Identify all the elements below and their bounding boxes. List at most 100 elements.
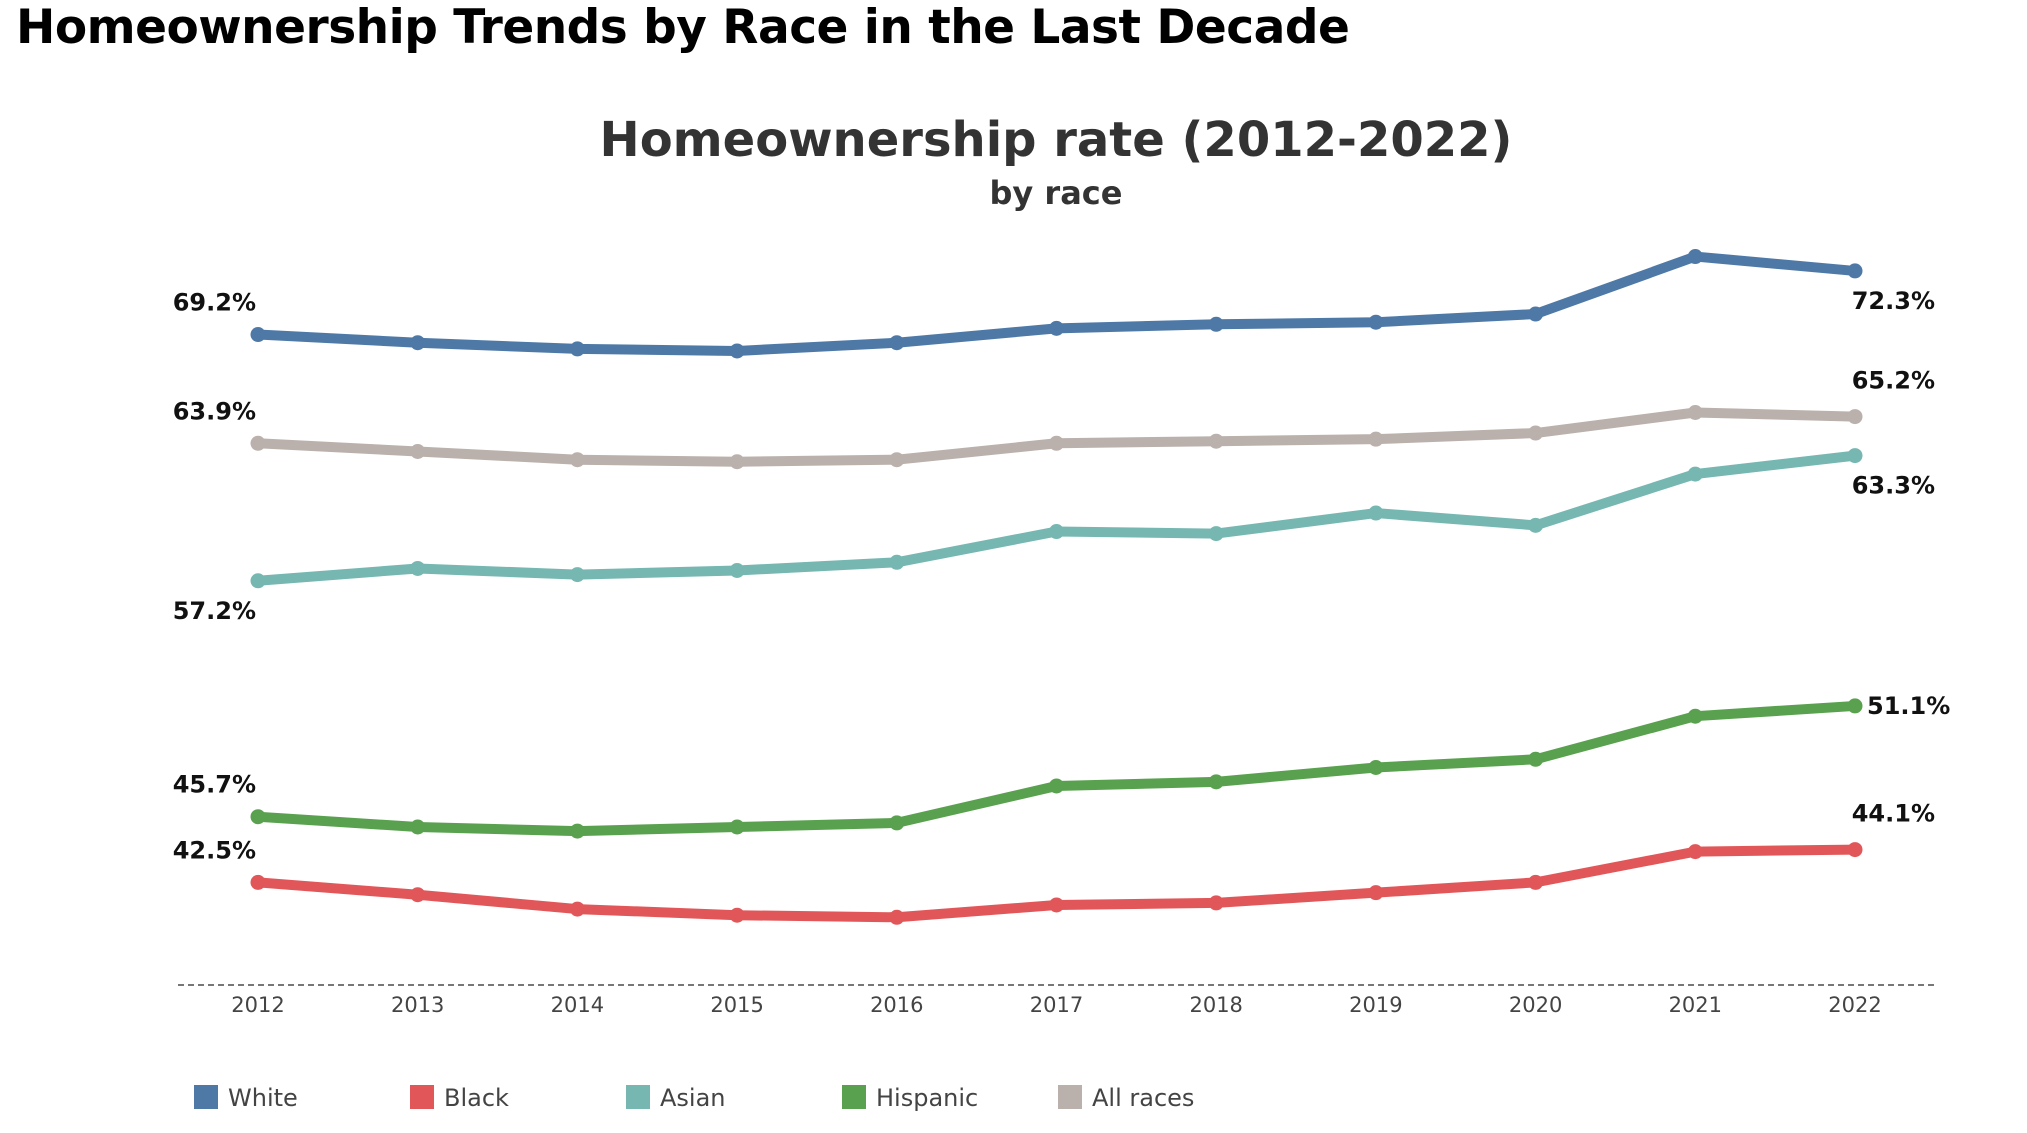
data-label-hispanic-2022: 51.1% <box>1867 692 1950 720</box>
data-point-black-2012 <box>250 874 266 890</box>
data-point-all-races-2020 <box>1528 425 1544 441</box>
series-hispanic <box>250 698 1863 839</box>
data-point-asian-2017 <box>1049 524 1064 540</box>
data-point-black-2017 <box>1049 897 1064 913</box>
legend-swatch-white <box>194 1085 218 1109</box>
data-point-asian-2019 <box>1368 505 1384 521</box>
x-tick-label-2020: 2020 <box>1509 993 1562 1017</box>
data-point-black-2015 <box>729 907 745 923</box>
data-point-all-races-2021 <box>1687 405 1703 421</box>
data-point-black-2021 <box>1687 844 1703 860</box>
legend-swatch-black <box>410 1085 434 1109</box>
data-point-hispanic-2016 <box>889 815 905 831</box>
data-point-hispanic-2015 <box>729 819 745 835</box>
data-point-hispanic-2021 <box>1687 708 1703 724</box>
data-point-white-2022 <box>1847 263 1863 279</box>
data-point-asian-2016 <box>889 554 905 570</box>
data-point-asian-2015 <box>729 563 745 579</box>
legend-label-hispanic: Hispanic <box>876 1084 978 1112</box>
legend-label-asian: Asian <box>660 1084 726 1112</box>
data-point-asian-2013 <box>410 560 426 576</box>
data-label-white-2022: 72.3% <box>1852 287 1935 315</box>
data-point-black-2022 <box>1847 842 1863 858</box>
data-point-white-2018 <box>1208 316 1224 332</box>
x-tick-label-2022: 2022 <box>1828 993 1881 1017</box>
data-label-all-races-2022: 65.2% <box>1852 367 1935 395</box>
legend-item-black: Black <box>410 1084 509 1112</box>
page-title: Homeownership Trends by Race in the Last… <box>16 0 1350 55</box>
legend-swatch-asian <box>626 1085 650 1109</box>
legend-label-white: White <box>228 1084 298 1112</box>
legend-item-asian: Asian <box>626 1084 726 1112</box>
chart-title: Homeownership rate (2012-2022) <box>600 112 1513 168</box>
data-point-asian-2018 <box>1208 526 1224 542</box>
data-point-asian-2022 <box>1847 448 1863 464</box>
data-point-hispanic-2012 <box>250 809 266 825</box>
legend: White Black Asian Hispanic All races <box>194 1084 1194 1112</box>
series-line-white <box>253 251 1860 356</box>
data-point-asian-2020 <box>1528 517 1544 533</box>
data-point-white-2021 <box>1687 249 1703 265</box>
data-point-asian-2014 <box>569 567 585 583</box>
legend-item-all-races: All races <box>1058 1084 1194 1112</box>
data-point-all-races-2016 <box>889 452 905 468</box>
data-point-all-races-2015 <box>729 454 745 470</box>
data-label-hispanic-2012: 45.7% <box>173 771 256 799</box>
x-tick-label-2015: 2015 <box>710 993 763 1017</box>
data-point-hispanic-2020 <box>1528 751 1544 767</box>
x-tick-label-2013: 2013 <box>391 993 444 1017</box>
data-label-layer: 69.2% 72.3% 42.5% 44.1% 57.2% 63.3% 45.7% 51.1%… <box>173 287 1951 864</box>
series-line-asian <box>253 450 1860 586</box>
data-point-white-2014 <box>569 341 585 357</box>
data-point-hispanic-2014 <box>569 823 585 839</box>
data-point-black-2018 <box>1208 895 1224 911</box>
series-layer <box>250 249 1863 925</box>
series-all-races <box>250 405 1863 470</box>
data-point-white-2016 <box>889 335 905 351</box>
x-tick-label-2016: 2016 <box>870 993 923 1017</box>
data-label-asian-2022: 63.3% <box>1852 472 1935 500</box>
legend-label-black: Black <box>444 1084 509 1112</box>
data-point-hispanic-2022 <box>1847 698 1863 714</box>
data-point-all-races-2014 <box>569 452 585 468</box>
data-point-all-races-2012 <box>250 435 266 451</box>
data-label-black-2022: 44.1% <box>1852 800 1935 828</box>
legend-swatch-all-races <box>1058 1085 1082 1109</box>
legend-label-all-races: All races <box>1092 1084 1194 1112</box>
data-point-hispanic-2013 <box>410 819 426 835</box>
data-point-asian-2021 <box>1687 466 1703 482</box>
data-point-white-2017 <box>1049 320 1064 336</box>
x-tick-label-2017: 2017 <box>1030 993 1083 1017</box>
data-point-black-2016 <box>889 909 905 925</box>
data-label-all-races-2012: 63.9% <box>173 397 256 425</box>
data-point-white-2012 <box>250 327 266 343</box>
legend-item-white: White <box>194 1084 298 1112</box>
data-label-black-2012: 42.5% <box>173 836 256 864</box>
x-tick-label-2014: 2014 <box>551 993 604 1017</box>
data-point-hispanic-2017 <box>1049 778 1064 794</box>
data-point-all-races-2019 <box>1368 431 1384 447</box>
x-tick-label-2018: 2018 <box>1189 993 1242 1017</box>
data-point-black-2020 <box>1528 874 1544 890</box>
x-tick-label-2021: 2021 <box>1669 993 1722 1017</box>
x-axis-ticks: 2012 2013 2014 2015 2016 2017 2018 2019 2020 2021… <box>231 993 1881 1017</box>
data-point-hispanic-2018 <box>1208 774 1224 790</box>
data-label-asian-2012: 57.2% <box>173 597 256 625</box>
data-point-black-2014 <box>569 901 585 917</box>
x-tick-label-2019: 2019 <box>1349 993 1402 1017</box>
data-point-all-races-2013 <box>410 443 426 459</box>
data-point-all-races-2018 <box>1208 433 1224 449</box>
data-point-white-2019 <box>1368 314 1384 330</box>
data-point-asian-2012 <box>250 573 266 589</box>
series-line-hispanic <box>253 700 1860 837</box>
data-point-black-2013 <box>410 887 426 903</box>
data-point-all-races-2017 <box>1049 435 1064 451</box>
series-white <box>250 249 1863 359</box>
legend-item-hispanic: Hispanic <box>842 1084 978 1112</box>
data-point-white-2015 <box>729 343 745 359</box>
x-tick-label-2012: 2012 <box>231 993 284 1017</box>
series-black <box>250 842 1863 925</box>
series-asian <box>250 448 1863 589</box>
data-point-hispanic-2019 <box>1368 759 1384 775</box>
